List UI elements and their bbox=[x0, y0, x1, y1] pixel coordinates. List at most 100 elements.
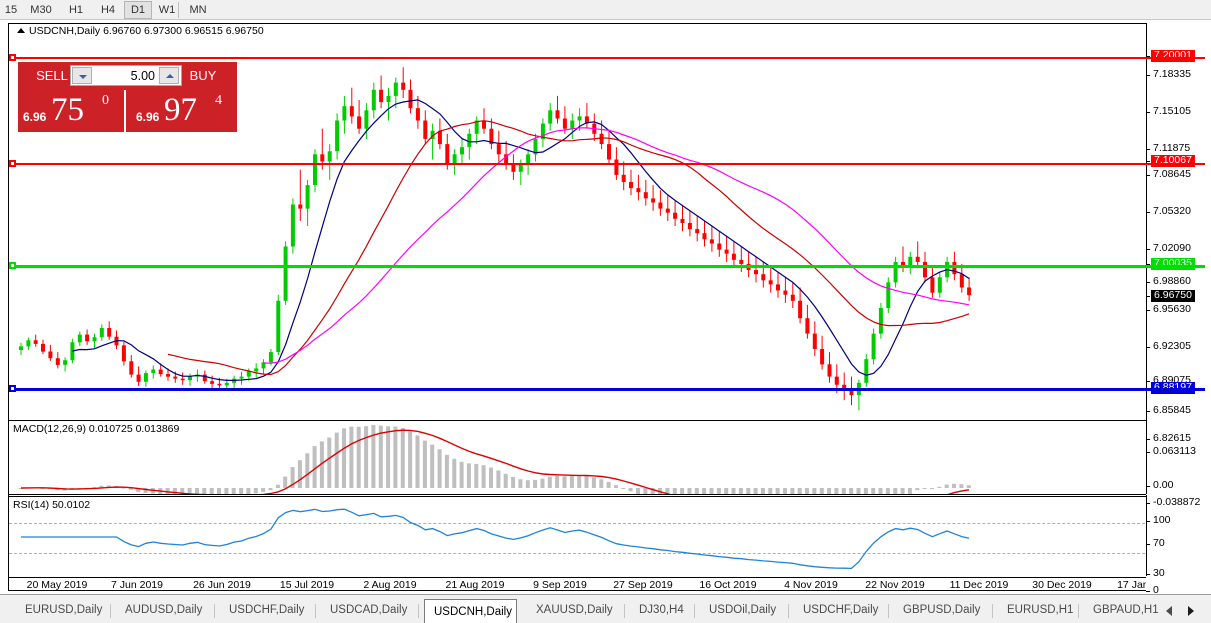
level-anchor[interactable] bbox=[9, 262, 16, 269]
timeframe-button-d1[interactable]: D1 bbox=[124, 1, 152, 19]
price-scale-tick bbox=[1146, 282, 1150, 283]
timeframe-button-w1[interactable]: W1 bbox=[158, 4, 176, 16]
price-scale-tick bbox=[1146, 521, 1150, 522]
date-axis-label: 20 May 2019 bbox=[26, 579, 88, 591]
volume-decrease-button[interactable] bbox=[72, 67, 92, 84]
level-line-support-blue[interactable] bbox=[9, 385, 1205, 392]
date-axis-label: 26 Jun 2019 bbox=[193, 579, 251, 591]
chart-tab-xauusd-daily[interactable]: XAUUSD,Daily bbox=[536, 604, 613, 616]
tab-separator bbox=[624, 604, 625, 618]
price-scale-tick bbox=[1146, 574, 1150, 575]
chart-tab-usdcad-daily[interactable]: USDCAD,Daily bbox=[330, 604, 408, 616]
timeframe-button-h1[interactable]: H1 bbox=[68, 4, 84, 16]
timeframe-button-m30[interactable]: M30 bbox=[30, 4, 52, 16]
chart-tab-usdchf-daily[interactable]: USDCHF,Daily bbox=[229, 604, 305, 616]
chevron-down-icon bbox=[79, 75, 87, 79]
rsi-guide-70 bbox=[9, 523, 1205, 524]
macd-scale-label: 0.00 bbox=[1153, 479, 1174, 491]
price-scale-label: 6.82615 bbox=[1153, 432, 1191, 444]
price-scale-axis-line bbox=[1146, 495, 1147, 576]
date-axis[interactable]: 20 May 2019 7 Jun 2019 26 Jun 2019 15 Jul 2… bbox=[9, 577, 1205, 591]
price-scale-label: 7.05320 bbox=[1153, 205, 1191, 217]
date-axis-label: 7 Jun 2019 bbox=[111, 579, 163, 591]
tab-scroll-left-icon[interactable] bbox=[1166, 606, 1172, 616]
macd-scale-label: 0.063113 bbox=[1153, 445, 1197, 457]
date-axis-label: 15 Jul 2019 bbox=[279, 579, 335, 591]
chart-tab-gbpusd-daily[interactable]: GBPUSD,Daily bbox=[903, 604, 981, 616]
price-scale-tick bbox=[1146, 296, 1150, 297]
tab-separator bbox=[788, 604, 789, 618]
chart-tab-usdchf-daily[interactable]: USDCHF,Daily bbox=[803, 604, 879, 616]
chevron-up-icon bbox=[166, 74, 174, 78]
rsi-guide-30 bbox=[9, 553, 1205, 554]
price-scale-label[interactable]: 7.20001 bbox=[1151, 50, 1195, 62]
chart-tab-gbpaud-h1[interactable]: GBPAUD,H1 bbox=[1093, 604, 1159, 616]
macd-label: MACD(12,26,9) 0.010725 0.013869 bbox=[13, 423, 180, 435]
price-scale-label: 7.02090 bbox=[1153, 242, 1191, 254]
chart-title-arrow-icon bbox=[17, 28, 25, 33]
buy-price-quote[interactable]: 6.96 97 4 bbox=[131, 90, 237, 132]
price-scale-tick bbox=[1146, 544, 1150, 545]
price-scale[interactable]: 7.20001 7.18335 7.15105 7.11875 7.10067 7.086… bbox=[1146, 23, 1211, 596]
tab-scroll-right-icon[interactable] bbox=[1188, 606, 1194, 616]
rsi-scale-label: 0 bbox=[1153, 584, 1159, 596]
chart-frame[interactable]: USDCNH,Daily 6.96760 6.97300 6.96515 6.9… bbox=[8, 23, 1206, 591]
chart-tab-bar[interactable]: EURUSD,Daily AUDUSD,Daily USDCHF,Daily USDC… bbox=[0, 594, 1211, 623]
sell-button[interactable]: SELL bbox=[36, 68, 68, 83]
price-scale-label: 7.08645 bbox=[1153, 168, 1191, 180]
chart-tab-usdcnh-daily[interactable]: USDCNH,Daily bbox=[424, 599, 517, 623]
price-scale-tick bbox=[1146, 411, 1150, 412]
sell-price-prefix: 6.96 bbox=[23, 110, 47, 124]
price-scale-label: 6.92305 bbox=[1153, 340, 1191, 352]
sell-price-quote[interactable]: 6.96 75 0 bbox=[18, 90, 126, 132]
rsi-scale-label: 30 bbox=[1153, 567, 1165, 579]
price-scale-tick bbox=[1146, 212, 1150, 213]
price-scale-tick bbox=[1146, 149, 1150, 150]
one-click-trading-panel[interactable]: SELL 5.00 BUY 6.96 75 0 bbox=[18, 62, 237, 132]
timeframe-button-h4[interactable]: H4 bbox=[100, 4, 116, 16]
price-scale-tick bbox=[1146, 381, 1150, 382]
timeframe-button-mn[interactable]: MN bbox=[189, 4, 207, 16]
volume-increase-button[interactable] bbox=[159, 67, 179, 84]
macd-series bbox=[18, 424, 971, 494]
rsi-series bbox=[21, 508, 970, 570]
rsi-pane[interactable]: RSI(14) 50.0102 bbox=[9, 496, 1205, 576]
price-scale-tick bbox=[1146, 175, 1150, 176]
price-pane[interactable]: USDCNH,Daily 6.96760 6.97300 6.96515 6.9… bbox=[9, 24, 1205, 419]
macd-pane[interactable]: MACD(12,26,9) 0.010725 0.013869 bbox=[9, 420, 1205, 495]
chart-tab-usdoil-daily[interactable]: USDOil,Daily bbox=[709, 604, 777, 616]
price-scale-label: 6.98860 bbox=[1153, 275, 1191, 287]
level-line-support-green[interactable] bbox=[9, 262, 1205, 269]
timeframe-button-15[interactable]: 15 bbox=[4, 4, 18, 16]
chart-tab-eurusd-daily[interactable]: EURUSD,Daily bbox=[25, 604, 103, 616]
volume-input[interactable]: 5.00 bbox=[70, 65, 182, 86]
price-scale-label: 6.89075 bbox=[1153, 374, 1191, 386]
level-line-resistance-2[interactable] bbox=[9, 160, 1205, 167]
level-line-resistance-1[interactable] bbox=[9, 54, 1205, 61]
price-scale-tick bbox=[1146, 56, 1150, 57]
tab-separator bbox=[888, 604, 889, 618]
macd-scale-label: -0.038872 bbox=[1153, 496, 1201, 508]
level-anchor[interactable] bbox=[9, 54, 16, 61]
price-scale-tick bbox=[1146, 161, 1150, 162]
volume-value[interactable]: 5.00 bbox=[130, 69, 155, 83]
chart-tab-dj30-h4[interactable]: DJ30,H4 bbox=[639, 604, 684, 616]
date-axis-label: 27 Sep 2019 bbox=[613, 579, 673, 591]
chart-tab-eurusd-h1[interactable]: EURUSD,H1 bbox=[1007, 604, 1074, 616]
price-scale-tick bbox=[1146, 112, 1150, 113]
chart-tab-audusd-daily[interactable]: AUDUSD,Daily bbox=[125, 604, 203, 616]
price-scale-label[interactable]: 6.96750 bbox=[1151, 290, 1195, 302]
level-anchor[interactable] bbox=[9, 385, 16, 392]
date-axis-label: 16 Oct 2019 bbox=[699, 579, 757, 591]
price-scale-tick bbox=[1146, 264, 1150, 265]
buy-button[interactable]: BUY bbox=[189, 68, 217, 83]
date-axis-label: 9 Sep 2019 bbox=[533, 579, 587, 591]
tab-separator bbox=[694, 604, 695, 618]
level-anchor[interactable] bbox=[9, 160, 16, 167]
macd-signal-line bbox=[20, 429, 970, 494]
date-axis-label: 11 Dec 2019 bbox=[949, 579, 1009, 591]
price-scale-label: 7.15105 bbox=[1153, 105, 1191, 117]
price-scale-tick bbox=[1146, 486, 1150, 487]
price-scale-tick bbox=[1146, 591, 1150, 592]
rsi-line bbox=[21, 508, 970, 570]
